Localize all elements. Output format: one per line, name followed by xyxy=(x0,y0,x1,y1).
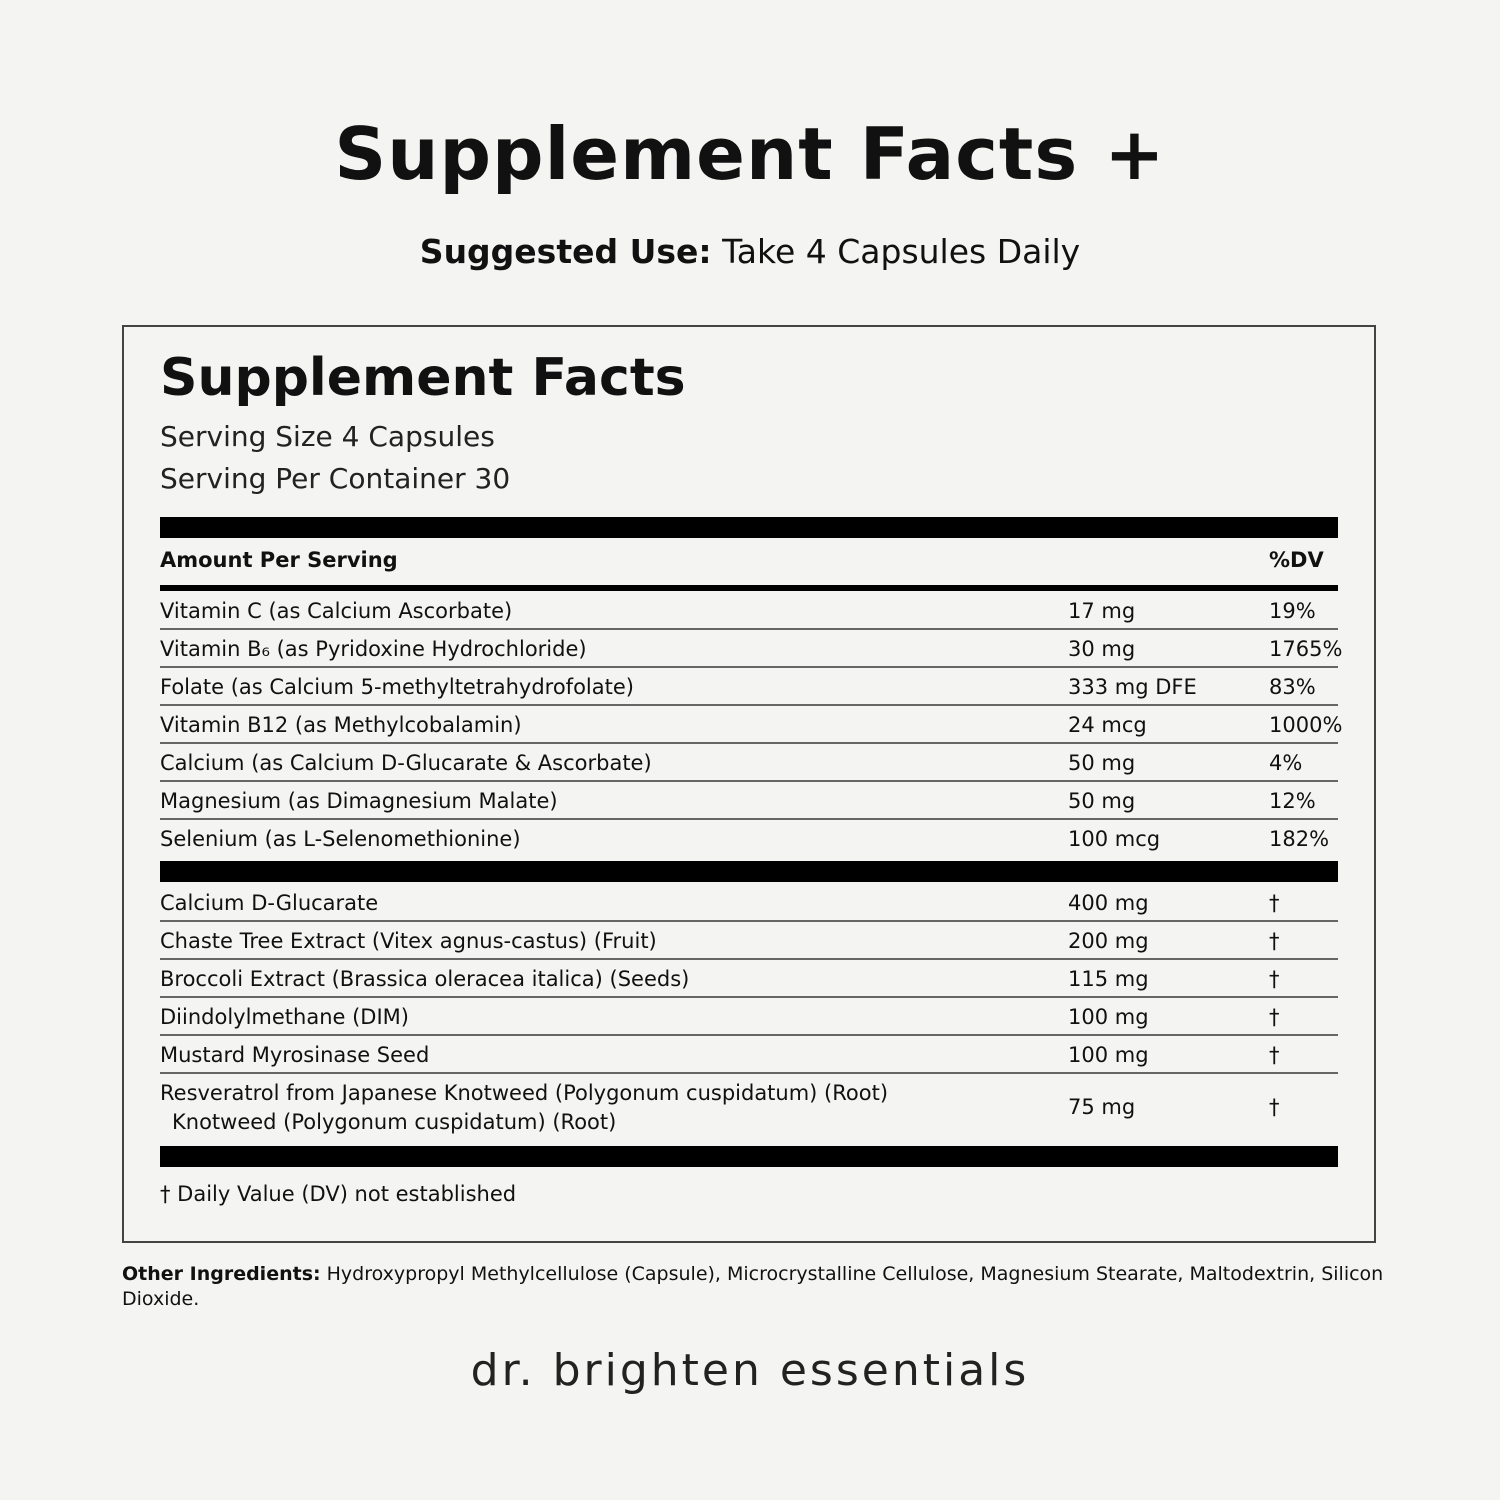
table-row: Vitamin B12 (as Methylcobalamin) 24 mcg 10… xyxy=(160,706,1342,744)
table-row: Vitamin B₆ (as Pyridoxine Hydrochloride)… xyxy=(160,630,1342,668)
divider-bar xyxy=(160,861,1338,882)
ingredient-name: Vitamin C (as Calcium Ascorbate) xyxy=(160,599,513,623)
ingredient-dv: † xyxy=(1269,891,1280,915)
footnote: † Daily Value (DV) not established xyxy=(160,1182,517,1206)
ingredient-dv: 83% xyxy=(1269,675,1316,699)
divider-bar xyxy=(160,1146,1338,1167)
ingredient-dv: † xyxy=(1269,1043,1280,1067)
ingredient-name: Broccoli Extract (Brassica oleracea ital… xyxy=(160,967,690,991)
ingredient-name: Folate (as Calcium 5-methyltetrahydrofol… xyxy=(160,675,634,699)
ingredient-name: Resveratrol from Japanese Knotweed (Poly… xyxy=(160,1081,889,1105)
other-ingredients: Other Ingredients: Hydroxypropyl Methylc… xyxy=(122,1262,1392,1312)
brand-name: dr. brighten essentials xyxy=(470,1345,1030,1396)
ingredient-name: Calcium (as Calcium D-Glucarate & Ascorb… xyxy=(160,751,652,775)
table-row: Mustard Myrosinase Seed 100 mg † xyxy=(160,1036,1338,1074)
facts-title: Supplement Facts xyxy=(160,348,686,408)
ingredient-amount: 200 mg xyxy=(1068,929,1149,953)
ingredient-amount: 100 mg xyxy=(1068,1005,1149,1029)
ingredient-name: Chaste Tree Extract (Vitex agnus-castus)… xyxy=(160,929,657,953)
divider-bar xyxy=(160,517,1338,538)
divider-line xyxy=(160,585,1338,591)
serving-size: Serving Size 4 Capsules xyxy=(160,420,495,453)
vitamin-rows: Vitamin C (as Calcium Ascorbate) 17 mg 19%… xyxy=(160,592,1342,858)
dv-header: %DV xyxy=(1269,548,1324,572)
ingredient-name: Vitamin B₆ (as Pyridoxine Hydrochloride) xyxy=(160,637,587,661)
ingredient-amount: 50 mg xyxy=(1068,751,1136,775)
ingredient-rows: Calcium D-Glucarate 400 mg † Chaste Tree Ex… xyxy=(160,884,1338,1144)
ingredient-amount: 400 mg xyxy=(1068,891,1149,915)
ingredient-name: Selenium (as L-Selenomethionine) xyxy=(160,827,521,851)
table-row: Broccoli Extract (Brassica oleracea ital… xyxy=(160,960,1338,998)
ingredient-name: Mustard Myrosinase Seed xyxy=(160,1043,430,1067)
other-ingredients-value: Hydroxypropyl Methylcellulose (Capsule),… xyxy=(122,1263,1384,1310)
page-title: Supplement Facts + xyxy=(334,112,1166,196)
ingredient-dv: 19% xyxy=(1269,599,1316,623)
ingredient-amount: 115 mg xyxy=(1068,967,1149,991)
ingredient-amount: 50 mg xyxy=(1068,789,1136,813)
ingredient-amount: 100 mg xyxy=(1068,1043,1149,1067)
table-row: Vitamin C (as Calcium Ascorbate) 17 mg 19% xyxy=(160,592,1338,630)
table-row: Calcium D-Glucarate 400 mg † xyxy=(160,884,1338,922)
amount-header: Amount Per Serving xyxy=(160,548,398,572)
ingredient-amount: 24 mcg xyxy=(1068,713,1147,737)
ingredient-dv: 1765% xyxy=(1269,637,1343,661)
ingredient-name: Diindolylmethane (DIM) xyxy=(160,1005,409,1029)
ingredient-amount: 17 mg xyxy=(1068,599,1136,623)
ingredient-name: Vitamin B12 (as Methylcobalamin) xyxy=(160,713,522,737)
ingredient-dv: 4% xyxy=(1269,751,1303,775)
ingredient-dv: † xyxy=(1269,1095,1280,1119)
ingredient-dv: † xyxy=(1269,967,1280,991)
suggested-use: Suggested Use: Take 4 Capsules Daily xyxy=(0,232,1500,271)
ingredient-amount: 30 mg xyxy=(1068,637,1136,661)
ingredient-name: Magnesium (as Dimagnesium Malate) xyxy=(160,789,558,813)
suggested-use-label: Suggested Use: xyxy=(419,232,712,271)
table-header: Amount Per Serving %DV xyxy=(160,548,1338,572)
other-ingredients-label: Other Ingredients: xyxy=(122,1263,321,1285)
servings-per-container: Serving Per Container 30 xyxy=(160,462,511,495)
ingredient-amount: 333 mg DFE xyxy=(1068,675,1197,699)
suggested-use-value: Take 4 Capsules Daily xyxy=(711,232,1081,271)
table-row: Folate (as Calcium 5-methyltetrahydrofol… xyxy=(160,668,1338,706)
ingredient-dv: 12% xyxy=(1269,789,1316,813)
ingredient-dv: † xyxy=(1269,1005,1280,1029)
ingredient-name: Calcium D-Glucarate xyxy=(160,891,379,915)
ingredient-dv: 1000% xyxy=(1269,713,1343,737)
ingredient-subname: Knotweed (Polygonum cuspidatum) (Root) xyxy=(172,1110,617,1134)
table-row: Resveratrol from Japanese Knotweed (Poly… xyxy=(160,1074,1338,1144)
table-row: Chaste Tree Extract (Vitex agnus-castus)… xyxy=(160,922,1338,960)
supplement-facts-panel xyxy=(122,325,1376,1243)
table-row: Calcium (as Calcium D-Glucarate & Ascorb… xyxy=(160,744,1338,782)
table-row: Diindolylmethane (DIM) 100 mg † xyxy=(160,998,1338,1036)
ingredient-amount: 75 mg xyxy=(1068,1095,1136,1119)
table-row: Selenium (as L-Selenomethionine) 100 mcg 1… xyxy=(160,820,1338,858)
ingredient-dv: † xyxy=(1269,929,1280,953)
table-row: Magnesium (as Dimagnesium Malate) 50 mg 12… xyxy=(160,782,1338,820)
ingredient-dv: 182% xyxy=(1269,827,1330,851)
ingredient-amount: 100 mcg xyxy=(1068,827,1161,851)
